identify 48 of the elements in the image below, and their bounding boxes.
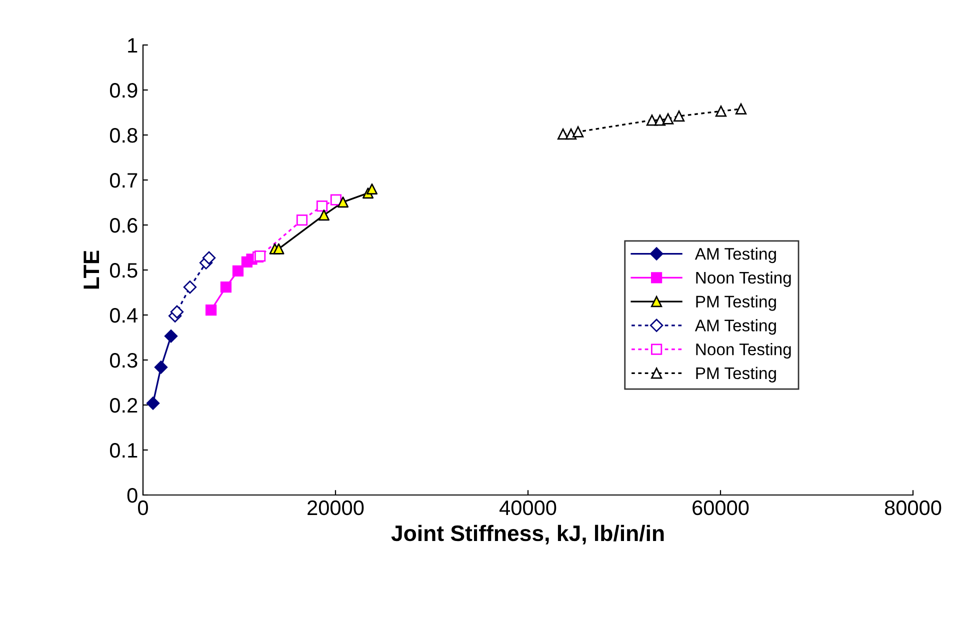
point <box>572 126 584 138</box>
y-tick-label: 0.4 <box>110 308 138 323</box>
legend-label: PM Testing <box>696 366 776 382</box>
point <box>318 210 330 221</box>
y-tick-label: 0.3 <box>110 353 138 368</box>
y-tick-label: 0.1 <box>110 443 138 458</box>
point <box>662 113 674 124</box>
point <box>557 128 569 140</box>
y-tick-label: 0.7 <box>110 173 138 188</box>
point <box>735 103 747 114</box>
y-tick-label: 0 <box>127 488 138 503</box>
y-tick-label: 0.6 <box>110 218 138 233</box>
point <box>715 106 727 117</box>
point <box>296 214 308 226</box>
x-tick-label: 0 <box>138 500 148 516</box>
point <box>154 360 168 374</box>
point <box>654 114 666 126</box>
y-tick-label: 0.8 <box>110 128 138 143</box>
x-tick-label: 40000 <box>500 500 556 516</box>
point <box>183 280 197 294</box>
point <box>366 183 378 195</box>
x-tick-label: 60000 <box>692 500 749 516</box>
point <box>646 114 658 126</box>
point <box>273 243 284 254</box>
legend-label: PM Testing <box>696 295 776 311</box>
y-tick-label: 0.9 <box>110 83 138 98</box>
point <box>220 282 232 293</box>
point <box>337 196 349 208</box>
y-axis-title: LTE <box>84 250 100 289</box>
legend-label: Noon Testing <box>696 271 791 287</box>
point <box>164 330 178 343</box>
y-tick-label: 0.2 <box>110 398 138 413</box>
y-tick-label: 1 <box>128 38 138 53</box>
point <box>232 265 244 276</box>
x-axis-title: Joint Stiffness, kJ, lb/in/in <box>391 524 664 544</box>
point <box>316 200 328 212</box>
legend-label: AM Testing <box>694 248 776 264</box>
legend-label: Noon Testing <box>696 343 791 359</box>
point <box>146 396 160 410</box>
legend-label: AM Testing <box>694 319 776 335</box>
x-tick-label: 80000 <box>884 500 942 516</box>
y-tick-label: 0.5 <box>110 263 138 278</box>
point <box>205 304 217 316</box>
point <box>673 110 685 122</box>
point <box>202 251 216 264</box>
x-tick-label: 20000 <box>308 500 364 516</box>
point <box>170 305 184 318</box>
point <box>330 194 342 206</box>
